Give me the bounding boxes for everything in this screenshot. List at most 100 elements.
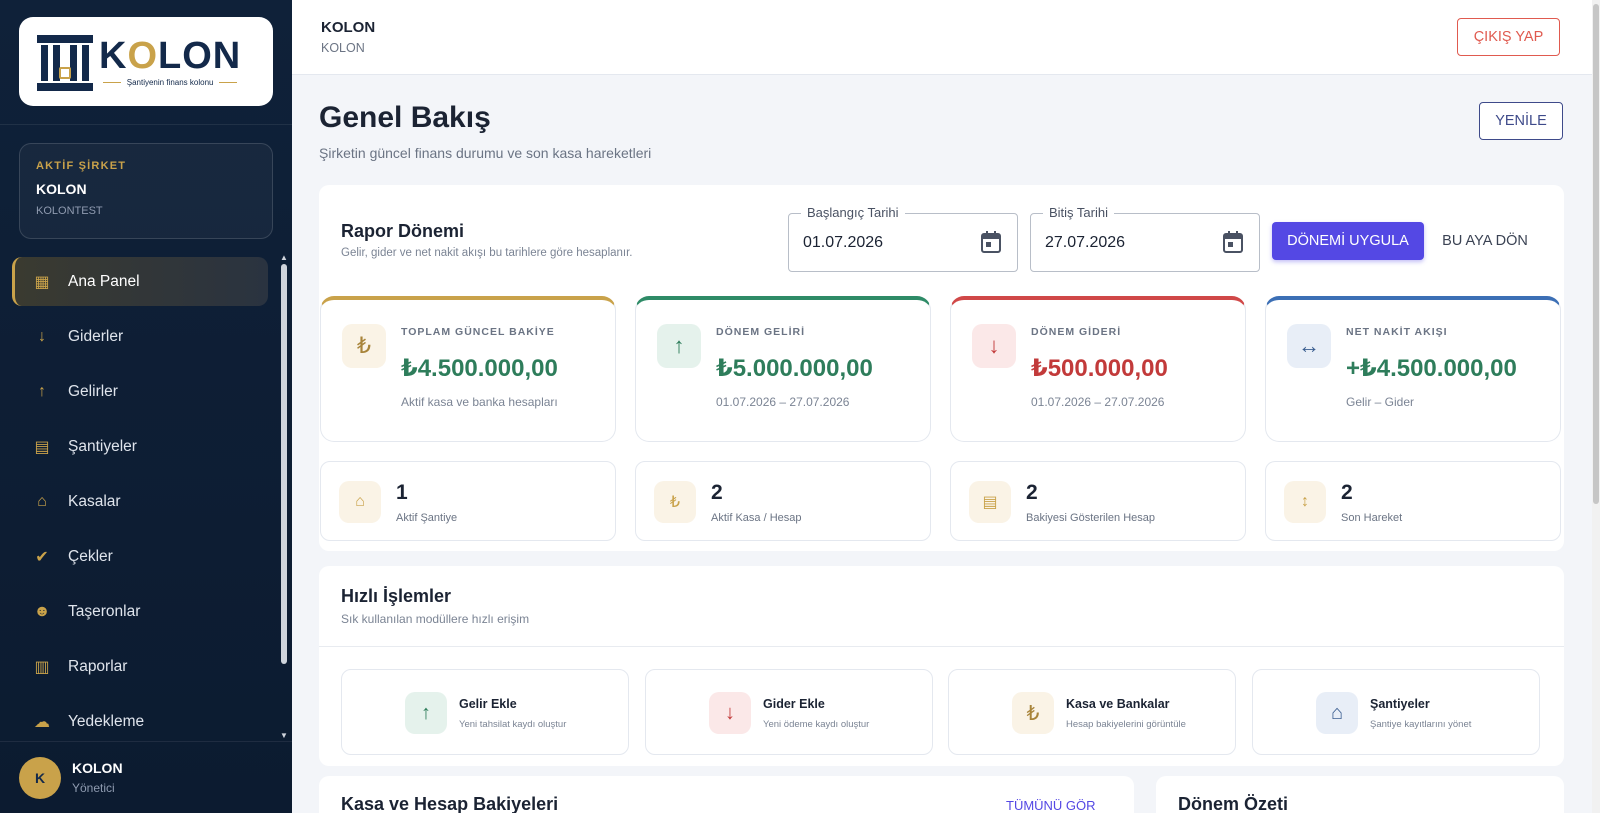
sidebar-item-taseronlar[interactable]: ☻ Taşeronlar: [12, 587, 268, 636]
sidebar-scrollbar[interactable]: [281, 264, 287, 664]
start-date-field[interactable]: Başlangıç Tarihi 01.07.2026: [788, 205, 1018, 272]
sidebar-item-label: Giderler: [68, 327, 124, 345]
user-name: KOLON: [72, 760, 123, 776]
quick-action-name: Kasa ve Bankalar: [1066, 697, 1170, 711]
page-title: Genel Bakış: [319, 101, 491, 134]
sidebar-item-label: Raporlar: [68, 657, 128, 675]
user-profile[interactable]: K KOLON Yönetici: [0, 741, 292, 813]
company-name: KOLON: [36, 181, 87, 197]
stat-card-total-balance[interactable]: ₺ TOPLAM GÜNCEL BAKİYE ₺4.500.000,00 Akt…: [320, 296, 616, 442]
apply-period-button[interactable]: DÖNEMİ UYGULA: [1272, 222, 1424, 260]
arrow-up-icon: ↑: [657, 324, 701, 368]
sidebar-item-label: Şantiyeler: [68, 437, 137, 455]
mini-card-active-accounts[interactable]: ₺ 2 Aktif Kasa / Hesap: [635, 461, 931, 541]
arrow-down-icon: ↓: [972, 324, 1016, 368]
refresh-button[interactable]: YENİLE: [1479, 102, 1563, 140]
brand-logo[interactable]: KOLON Şantiyenin finans kolonu: [19, 17, 273, 106]
mini-count: 2: [1026, 481, 1038, 504]
this-month-button[interactable]: BU AYA DÖN: [1442, 233, 1528, 249]
people-icon: ☻: [33, 602, 51, 620]
logout-button[interactable]: ÇIKIŞ YAP: [1457, 18, 1560, 56]
start-date-value[interactable]: 01.07.2026: [803, 234, 884, 251]
mini-card-active-sites[interactable]: ⌂ 1 Aktif Şantiye: [320, 461, 616, 541]
mini-label: Bakiyesi Gösterilen Hesap: [1026, 512, 1156, 524]
lira-icon: ₺: [342, 324, 386, 368]
stat-card-period-income[interactable]: ↑ DÖNEM GELİRİ ₺5.000.000,00 01.07.2026 …: [635, 296, 931, 442]
quick-actions-subtitle: Sık kullanılan modüllere hızlı erişim: [341, 612, 530, 626]
quick-actions-title: Hızlı İşlemler: [341, 586, 452, 606]
quick-action-add-expense[interactable]: ↓ Gider Ekle Yeni ödeme kaydı oluştur: [645, 669, 933, 755]
active-company-card[interactable]: AKTİF ŞİRKET KOLON KOLONTEST: [19, 143, 273, 239]
building-icon: ▤: [34, 438, 50, 456]
period-summary-title: Dönem Özeti: [1178, 794, 1289, 813]
report-icon: ▥: [34, 658, 50, 676]
quick-actions-panel: Hızlı İşlemler Sık kullanılan modüllere …: [319, 566, 1564, 766]
company-label: AKTİF ŞİRKET: [36, 160, 127, 172]
end-date-field[interactable]: Bitiş Tarihi 27.07.2026: [1030, 205, 1260, 272]
sidebar-item-label: Kasalar: [68, 492, 121, 510]
quick-action-desc: Yeni tahsilat kaydı oluştur: [459, 719, 567, 730]
dashboard-icon: ▦: [34, 273, 50, 291]
sidebar-item-yedekleme[interactable]: ☁ Yedekleme: [12, 697, 268, 741]
sidebar-item-label: Çekler: [68, 547, 113, 565]
stat-note: Gelir – Gider: [1346, 395, 1415, 409]
mini-count: 2: [1341, 481, 1353, 504]
stat-card-net-cash-flow[interactable]: ↔ NET NAKİT AKIŞI +₺4.500.000,00 Gelir –…: [1265, 296, 1561, 442]
sidebar-item-cekler[interactable]: ✔ Çekler: [12, 532, 268, 581]
calendar-icon[interactable]: [1223, 231, 1243, 253]
calendar-icon[interactable]: [981, 231, 1001, 253]
swap-vertical-icon: ↕: [1284, 481, 1326, 523]
see-all-link[interactable]: TÜMÜNÜ GÖR: [1006, 798, 1096, 813]
sidebar-item-raporlar[interactable]: ▥ Raporlar: [12, 642, 268, 691]
topbar: KOLON KOLON ÇIKIŞ YAP: [292, 0, 1592, 75]
page-scrollbar[interactable]: [1592, 0, 1600, 813]
ledger-icon: ▤: [969, 481, 1011, 523]
stat-card-period-expense[interactable]: ↓ DÖNEM GİDERİ ₺500.000,00 01.07.2026 – …: [950, 296, 1246, 442]
column-logo-icon: [37, 31, 93, 93]
sidebar-item-giderler[interactable]: ↓ Giderler: [12, 312, 268, 361]
quick-action-name: Şantiyeler: [1370, 697, 1430, 711]
end-date-value[interactable]: 27.07.2026: [1045, 234, 1126, 251]
quick-action-name: Gelir Ekle: [459, 697, 517, 711]
home-icon: ⌂: [339, 481, 381, 523]
mini-label: Aktif Şantiye: [396, 512, 458, 524]
quick-action-add-income[interactable]: ↑ Gelir Ekle Yeni tahsilat kaydı oluştur: [341, 669, 629, 755]
sidebar-item-gelirler[interactable]: ↑ Gelirler: [12, 367, 268, 416]
balances-title: Kasa ve Hesap Bakiyeleri: [341, 794, 559, 813]
sidebar-item-kasalar[interactable]: ⌂ Kasalar: [12, 477, 268, 526]
balances-panel: Kasa ve Hesap Bakiyeleri TÜMÜNÜ GÖR: [319, 776, 1134, 813]
scroll-up-icon[interactable]: ▲: [280, 253, 288, 262]
sidebar-item-label: Gelirler: [68, 382, 118, 400]
mini-label: Aktif Kasa / Hesap: [711, 512, 802, 524]
report-panel: Rapor Dönemi Gelir, gider ve net nakit a…: [319, 185, 1564, 551]
sidebar-item-santiyeler[interactable]: ▤ Şantiyeler: [12, 422, 268, 471]
divider: [319, 646, 1564, 647]
stat-label: TOPLAM GÜNCEL BAKİYE: [401, 326, 555, 338]
stat-value: +₺4.500.000,00: [1346, 355, 1517, 382]
sidebar-item-label: Taşeronlar: [68, 602, 141, 620]
stat-label: DÖNEM GELİRİ: [716, 326, 806, 338]
lira-icon: ₺: [1012, 692, 1054, 734]
quick-action-cash-banks[interactable]: ₺ Kasa ve Bankalar Hesap bakiyelerini gö…: [948, 669, 1236, 755]
sidebar-item-ana-panel[interactable]: ▦ Ana Panel: [12, 257, 268, 306]
sidebar-item-label: Ana Panel: [68, 272, 140, 290]
stat-note: 01.07.2026 – 27.07.2026: [1031, 395, 1165, 409]
user-role: Yönetici: [72, 781, 115, 795]
stat-note: Aktif kasa ve banka hesapları: [401, 395, 558, 409]
stat-note: 01.07.2026 – 27.07.2026: [716, 395, 850, 409]
bank-icon: ⌂: [37, 492, 47, 510]
lira-icon: ₺: [654, 481, 696, 523]
mini-count: 1: [396, 481, 408, 504]
swap-horizontal-icon: ↔: [1287, 324, 1331, 368]
report-period-subtitle: Gelir, gider ve net nakit akışı bu tarih…: [341, 247, 633, 259]
mini-card-recent-moves[interactable]: ↕ 2 Son Hareket: [1265, 461, 1561, 541]
stat-value: ₺4.500.000,00: [401, 355, 558, 382]
quick-action-desc: Şantiye kayıtlarını yönet: [1370, 719, 1472, 730]
mini-count: 2: [711, 481, 723, 504]
sidebar: KOLON Şantiyenin finans kolonu AKTİF ŞİR…: [0, 0, 292, 813]
scroll-down-icon[interactable]: ▼: [280, 731, 288, 740]
stat-value: ₺5.000.000,00: [716, 355, 873, 382]
quick-action-sites[interactable]: ⌂ Şantiyeler Şantiye kayıtlarını yönet: [1252, 669, 1540, 755]
cloud-upload-icon: ☁: [34, 713, 50, 731]
mini-card-shown-accounts[interactable]: ▤ 2 Bakiyesi Gösterilen Hesap: [950, 461, 1246, 541]
